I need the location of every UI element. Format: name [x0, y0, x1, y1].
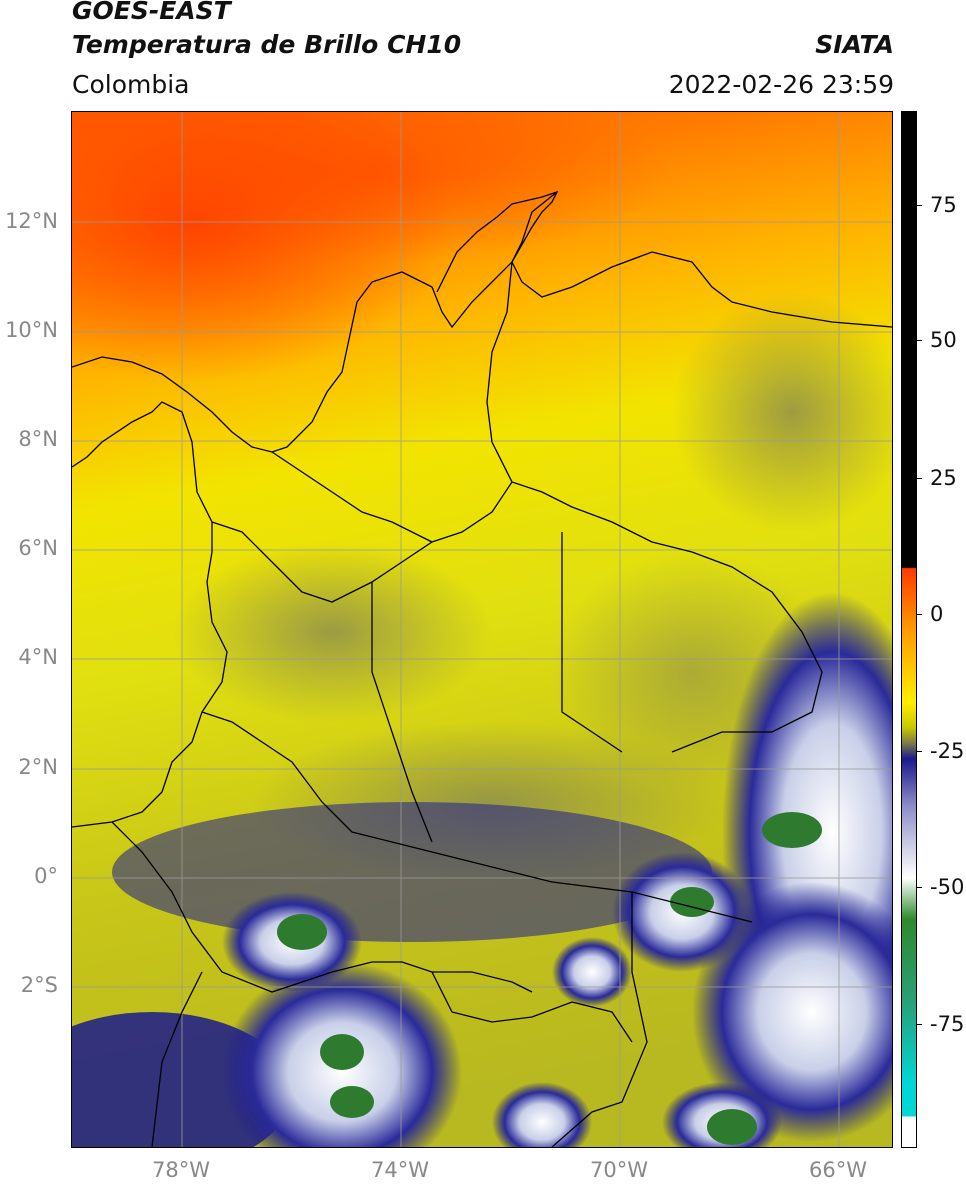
- lat-label: 0°: [34, 864, 58, 888]
- colorbar-tick: [917, 340, 922, 341]
- colorbar-tick: [917, 751, 922, 752]
- lat-label: 10°N: [5, 318, 58, 342]
- colorbar-tick: [917, 887, 922, 888]
- colorbar-tick: [917, 478, 922, 479]
- product-title: Temperatura de Brillo CH10: [72, 30, 462, 59]
- satellite-title: GOES-EAST: [72, 0, 231, 25]
- brightness-temperature-map[interactable]: [71, 111, 893, 1148]
- map-canvas: [72, 112, 892, 1147]
- colorbar-label: -50: [930, 875, 965, 899]
- colorbar-tick: [917, 205, 922, 206]
- colorbar-label: 0: [930, 602, 944, 626]
- colorbar-label: 75: [930, 193, 957, 217]
- colorbar-tick: [917, 1024, 922, 1025]
- lat-label: 2°N: [18, 755, 58, 779]
- coastlines-borders: [72, 190, 892, 1147]
- colorbar-tick: [917, 614, 922, 615]
- lon-label: 78°W: [152, 1158, 210, 1182]
- lon-label: 74°W: [371, 1158, 429, 1182]
- colorbar-label: 25: [930, 466, 957, 490]
- region-label: Colombia: [72, 70, 190, 99]
- lon-label: 66°W: [809, 1158, 867, 1182]
- lat-label: 4°N: [18, 645, 58, 669]
- colorbar-label: -25: [930, 739, 965, 763]
- lon-label: 70°W: [590, 1158, 648, 1182]
- graticule: [72, 112, 892, 1147]
- datetime-label: 2022-02-26 23:59: [668, 70, 894, 99]
- lat-label: 12°N: [5, 209, 58, 233]
- lat-label: 8°N: [18, 427, 58, 451]
- agency-label: SIATA: [815, 30, 894, 59]
- colorbar-label: 50: [930, 328, 957, 352]
- colorbar-label: -75: [930, 1012, 965, 1036]
- colorbar: [901, 111, 917, 1148]
- lat-label: 2°S: [20, 973, 58, 997]
- lat-label: 6°N: [18, 536, 58, 560]
